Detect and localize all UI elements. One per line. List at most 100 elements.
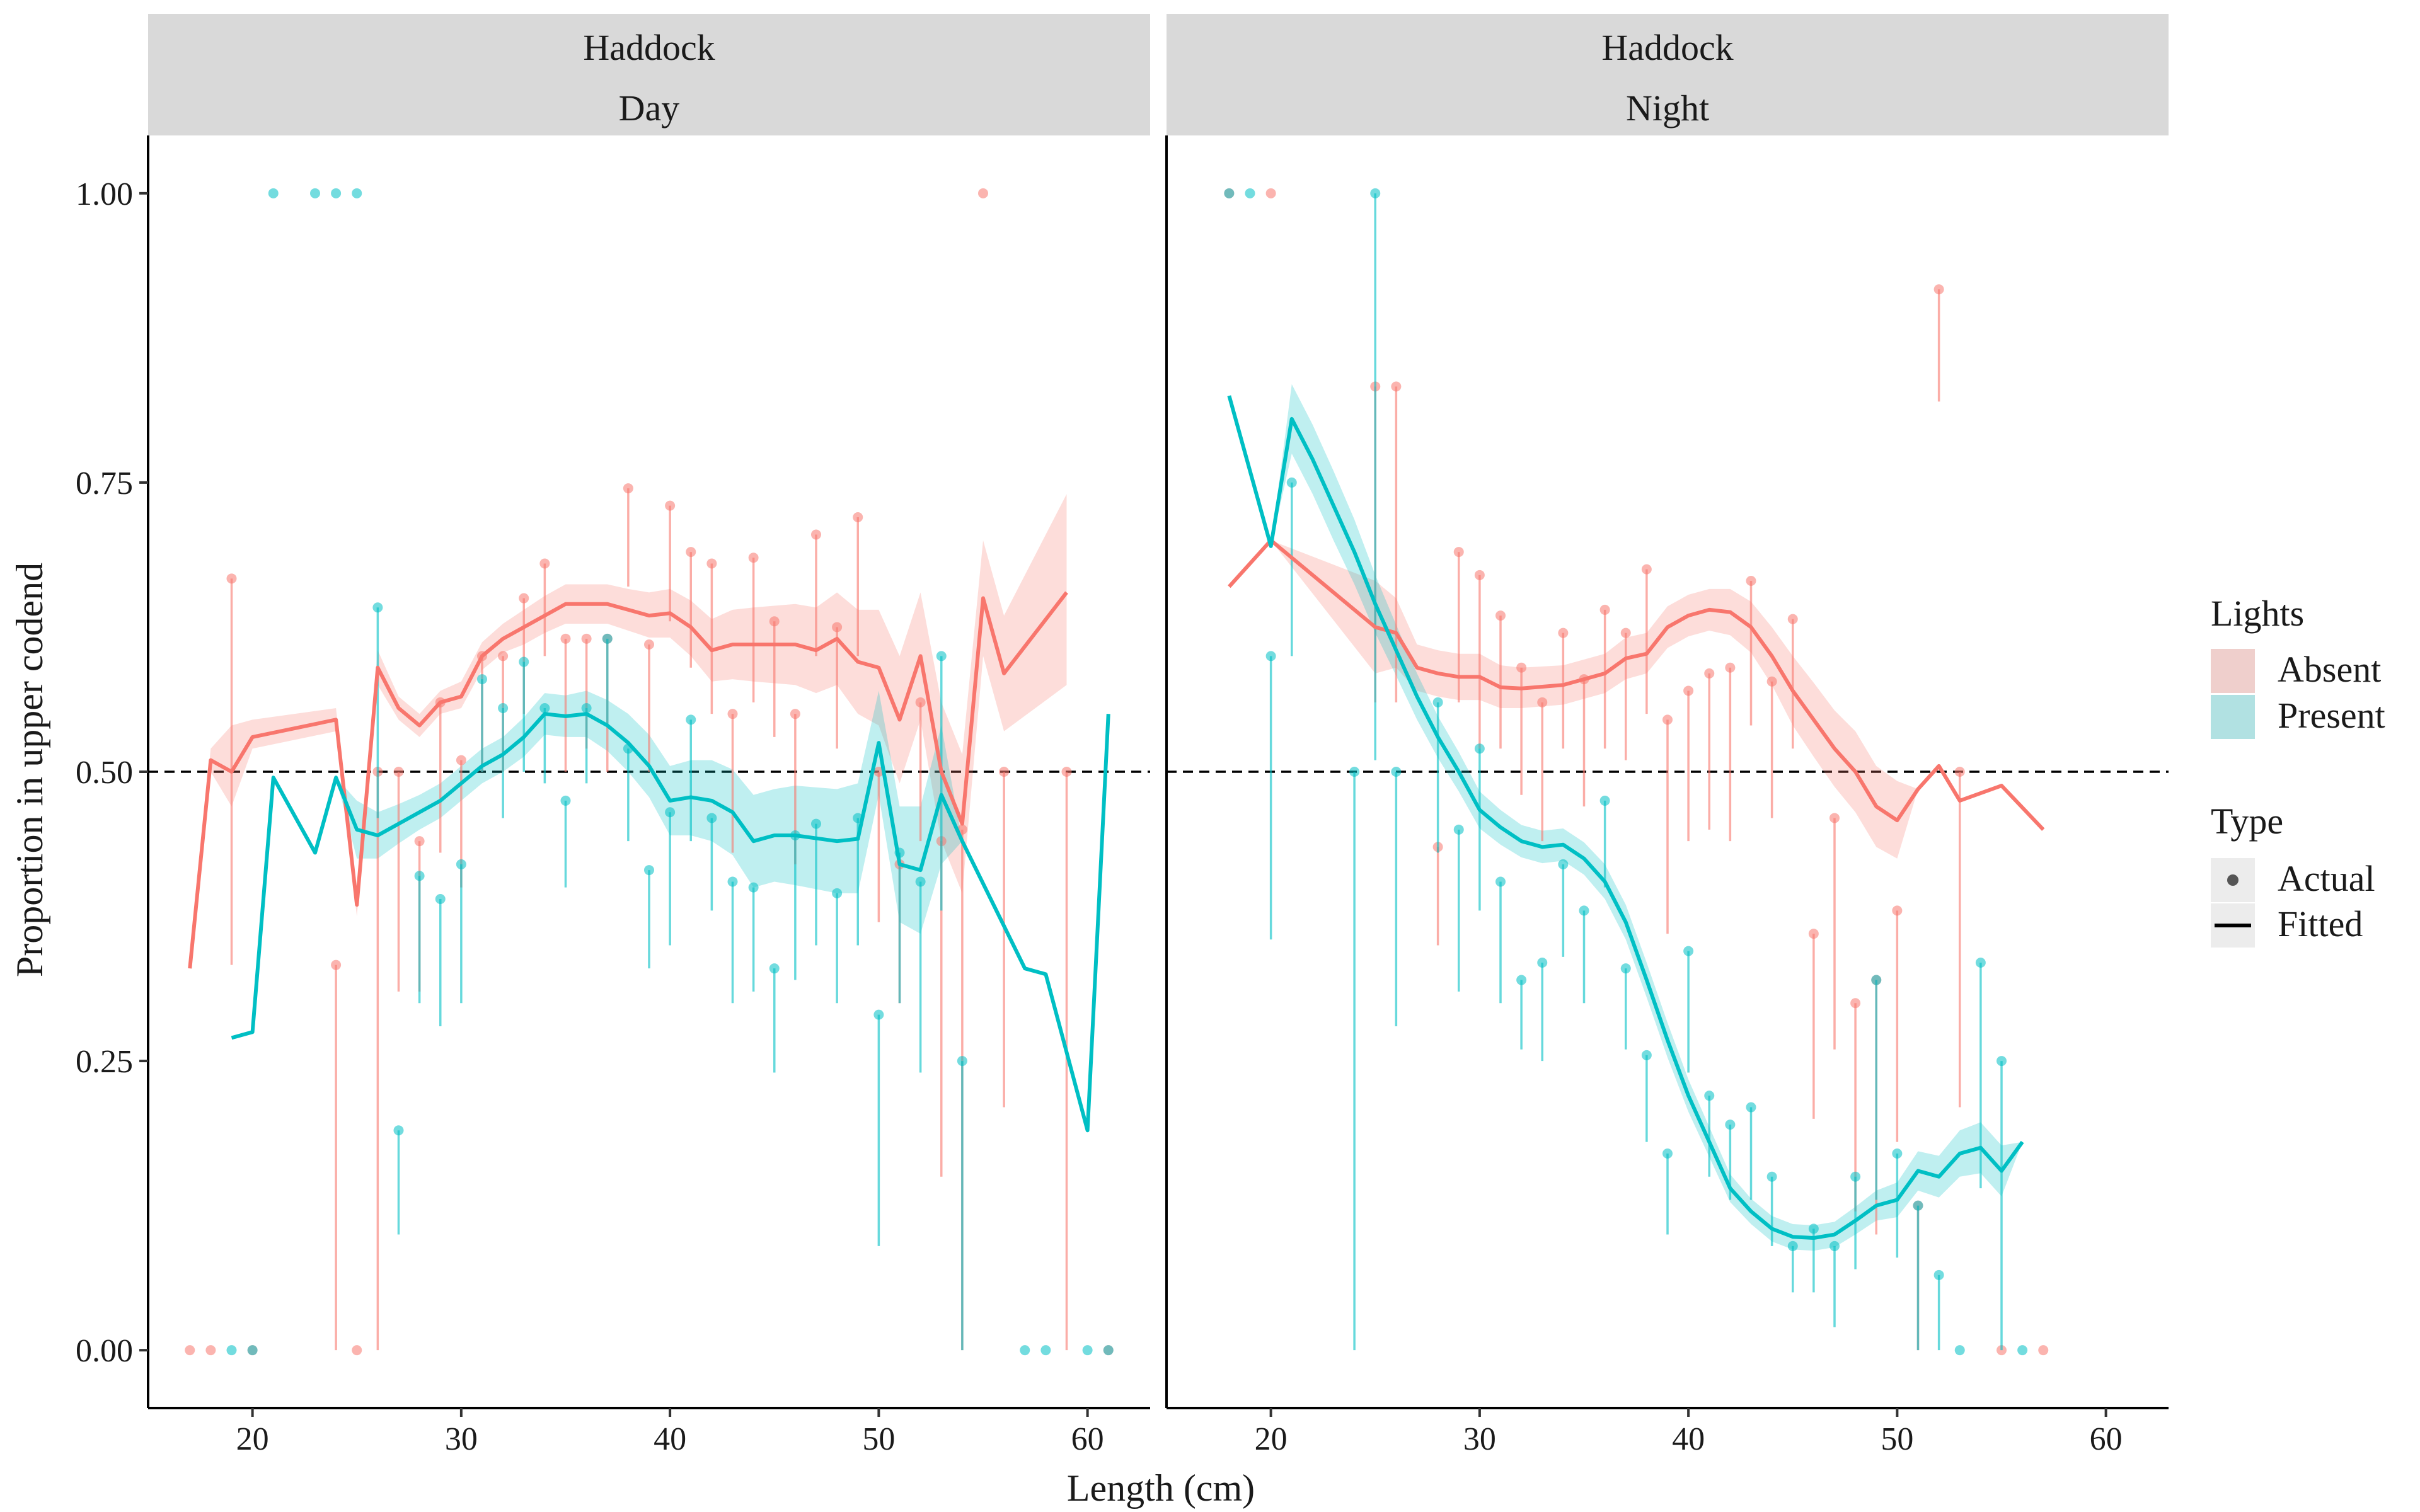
- data-point-absent: [1474, 570, 1485, 580]
- legend-point-symbol: [2227, 874, 2238, 886]
- data-point-present: [331, 188, 342, 198]
- data-point-absent: [686, 547, 696, 558]
- data-point-absent: [560, 633, 571, 644]
- data-point-present: [310, 188, 320, 198]
- panel-night: Haddock Night 20 30 40 50 60: [1165, 14, 2169, 1457]
- data-point-present: [1829, 1240, 1840, 1251]
- data-point-present: [581, 703, 592, 713]
- legend-label: Actual: [2278, 858, 2375, 899]
- data-point-absent: [581, 633, 592, 644]
- y-tick-label: 0.75: [76, 466, 133, 501]
- data-point-present: [1391, 767, 1402, 777]
- data-point-present: [832, 888, 843, 898]
- data-point-absent: [539, 558, 550, 569]
- data-point-present: [748, 882, 759, 893]
- data-point-present: [1954, 1345, 1965, 1356]
- data-point-present: [1537, 958, 1548, 968]
- confidence-ribbon-absent: [190, 494, 1067, 969]
- x-tick-label: 20: [236, 1421, 269, 1457]
- data-point-absent: [1558, 627, 1569, 638]
- data-point-present: [1704, 1091, 1715, 1101]
- data-point-present: [393, 1125, 404, 1136]
- data-point-present: [1579, 905, 1589, 916]
- data-point-present: [414, 871, 425, 881]
- facet-strip: [148, 14, 1150, 135]
- fitted-line-present: [1227, 395, 2024, 1240]
- facet-strip-label: Haddock: [583, 27, 715, 68]
- x-tick-label: 30: [1463, 1421, 1496, 1457]
- data-point-absent: [999, 767, 1010, 777]
- data-point-absent: [1662, 714, 1673, 725]
- data-point-present: [665, 807, 676, 818]
- data-point-absent: [1391, 381, 1402, 392]
- confidence-ribbon-present: [1229, 384, 2023, 1251]
- data-point-absent: [331, 959, 342, 970]
- data-point-absent: [1704, 668, 1715, 679]
- data-point-present: [2017, 1345, 2028, 1356]
- y-axis-title: Proportion in upper codend: [9, 563, 50, 977]
- data-point-present: [1746, 1102, 1756, 1113]
- data-point-present: [435, 894, 446, 904]
- data-point-absent: [727, 709, 738, 719]
- data-point-absent: [352, 1345, 362, 1356]
- x-tick-label: 60: [1071, 1421, 1104, 1457]
- data-point-present: [686, 714, 696, 725]
- data-point-present: [247, 1345, 258, 1356]
- data-point-present: [1040, 1345, 1051, 1356]
- facet-strip-label: Haddock: [1601, 27, 1733, 68]
- data-point-present: [1620, 963, 1631, 974]
- confidence-ribbon-absent: [1229, 540, 2044, 859]
- legend-swatch-absent: [2211, 649, 2255, 693]
- data-point-present: [372, 602, 383, 613]
- data-point-present: [1662, 1148, 1673, 1159]
- data-point-present: [1892, 1148, 1903, 1159]
- data-point-present: [1725, 1120, 1736, 1130]
- data-point-absent: [414, 836, 425, 847]
- x-tick-label: 50: [1881, 1421, 1913, 1457]
- y-tick-label: 0.25: [76, 1044, 133, 1080]
- data-point-absent: [2038, 1345, 2049, 1356]
- data-point-present: [1432, 697, 1443, 707]
- data-point-absent: [1892, 905, 1903, 916]
- data-point-absent: [1787, 614, 1798, 624]
- data-point-absent: [1766, 676, 1777, 687]
- fitted-line-present: [231, 712, 1110, 1133]
- facet-strip-label: Day: [619, 88, 680, 129]
- legend-title-type: Type: [2211, 801, 2283, 842]
- data-point-present: [1558, 859, 1569, 869]
- data-point-present: [519, 656, 529, 667]
- data-point-absent: [706, 558, 717, 569]
- data-point-present: [957, 1056, 967, 1067]
- data-point-present: [1082, 1345, 1093, 1356]
- y-tick-label: 0.00: [76, 1333, 133, 1369]
- data-point-absent: [1516, 662, 1527, 673]
- data-point-present: [1599, 795, 1610, 806]
- data-point-present: [602, 633, 613, 644]
- data-point-present: [268, 188, 279, 198]
- data-point-absent: [456, 755, 466, 765]
- data-point-absent: [1933, 284, 1944, 295]
- data-point-absent: [1683, 685, 1694, 696]
- data-point-absent: [1954, 767, 1965, 777]
- fitted-line-absent: [188, 591, 1068, 969]
- data-point-present: [1265, 651, 1276, 662]
- y-tick-label: 1.00: [76, 176, 133, 212]
- x-tick-label: 30: [445, 1421, 478, 1457]
- y-tick-label: 0.50: [76, 755, 133, 791]
- legend-title-lights: Lights: [2211, 593, 2304, 634]
- facet-strip-label: Night: [1626, 88, 1709, 129]
- data-point-present: [1871, 975, 1882, 985]
- data-point-absent: [393, 767, 404, 777]
- data-point-absent: [519, 593, 529, 604]
- legend-label: Absent: [2278, 649, 2381, 690]
- x-tick-label: 20: [1255, 1421, 1288, 1457]
- data-point-absent: [1061, 767, 1072, 777]
- data-point-present: [1103, 1345, 1114, 1356]
- data-point-absent: [978, 188, 988, 198]
- data-point-present: [1787, 1240, 1798, 1251]
- data-point-present: [539, 703, 550, 713]
- data-point-absent: [1453, 547, 1464, 558]
- legend-key: [2211, 649, 2255, 693]
